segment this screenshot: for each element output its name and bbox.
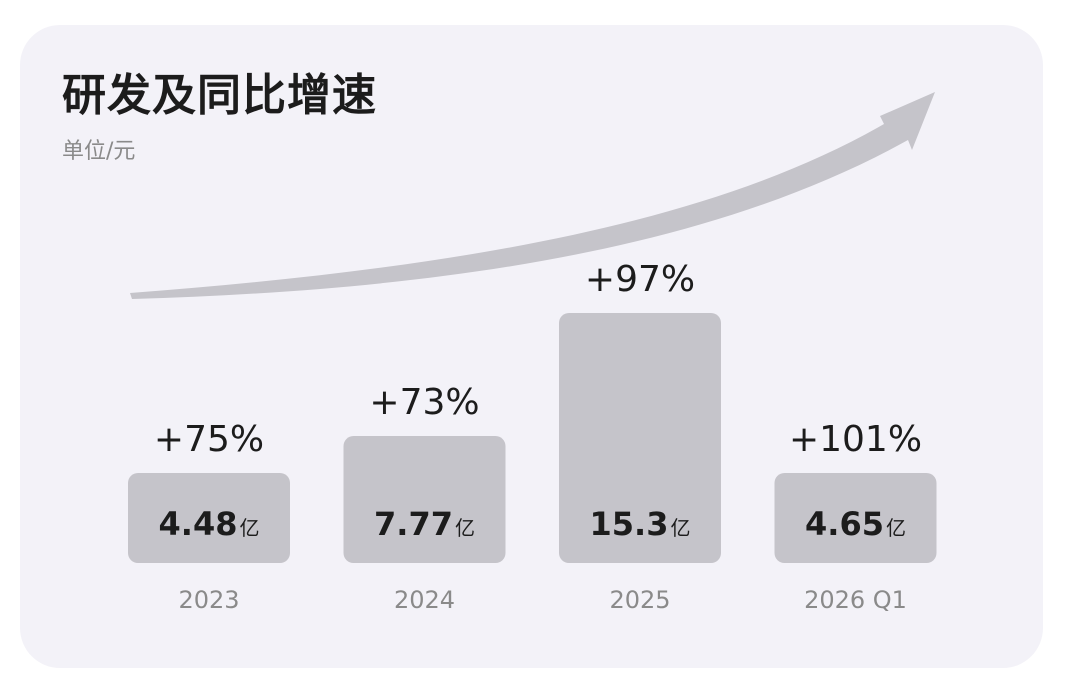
- bar-value-label: 4.48 亿: [159, 505, 260, 543]
- bar: [343, 436, 506, 563]
- bar-value-label: 7.77 亿: [374, 505, 475, 543]
- x-tick-label: 2025: [609, 586, 670, 614]
- bar-value-unit: 亿: [886, 516, 906, 540]
- trend-arrow: [130, 92, 935, 299]
- bar-value-number: 4.48: [159, 505, 238, 543]
- bar-value-unit: 亿: [455, 516, 475, 540]
- chart-title: 研发及同比增速: [62, 70, 377, 121]
- x-tick-label: 2024: [394, 586, 455, 614]
- growth-label: +75%: [154, 419, 264, 460]
- bar: [559, 313, 721, 563]
- bar-value-number: 7.77: [374, 505, 453, 543]
- bar-value-label: 4.65 亿: [805, 505, 906, 543]
- bar-value-number: 4.65: [805, 505, 884, 543]
- bar-value-unit: 亿: [670, 516, 690, 540]
- growth-label: +101%: [789, 419, 922, 460]
- bar: [774, 473, 937, 563]
- bar-value-unit: 亿: [239, 516, 259, 540]
- bar-value-label: 15.3 亿: [590, 505, 691, 543]
- x-tick-label: 2026 Q1: [804, 586, 907, 614]
- growth-label: +73%: [369, 382, 479, 423]
- bar-value-number: 15.3: [590, 505, 669, 543]
- bar: [128, 473, 290, 563]
- chart-subtitle: 单位/元: [62, 139, 136, 164]
- x-tick-label: 2023: [178, 586, 239, 614]
- growth-label: +97%: [585, 259, 695, 300]
